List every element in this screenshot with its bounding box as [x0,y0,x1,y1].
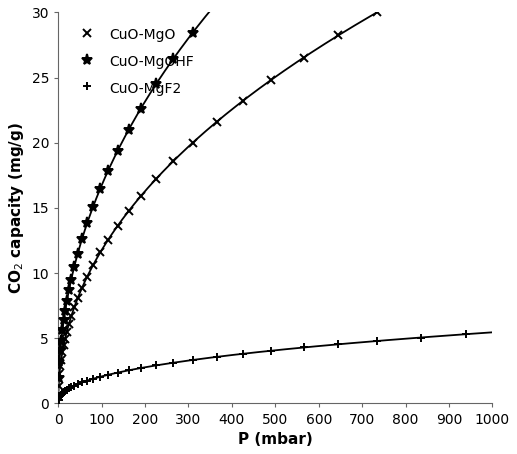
CuO-MgO [214,119,220,124]
CuO-MgO [138,193,144,199]
CuO-MgOHF [170,56,176,62]
CuO-MgO [374,10,381,15]
CuO-MgO [126,208,132,214]
CuO-MgF2 [62,388,68,394]
CuO-MgF2 [190,357,196,363]
CuO-MgO [300,55,307,60]
CuO-MgOHF [153,82,159,87]
CuO-MgOHF [56,359,63,364]
CuO-MgO [268,77,274,83]
CuO-MgF2 [153,363,159,368]
CuO-MgO [66,321,72,326]
CuO-MgO [90,263,96,268]
CuO-MgF2 [64,387,70,392]
CuO-MgF2 [68,385,74,390]
CuO-MgO [170,158,176,164]
CuO-MgOHF [97,186,103,191]
CuO-MgF2 [90,376,96,381]
CuO-MgOHF [126,127,132,133]
CuO-MgF2 [97,374,103,380]
CuO-MgF2 [138,365,144,371]
CuO-MgOHF [115,148,121,153]
CuO-MgO [68,314,74,319]
CuO-MgOHF [74,251,81,257]
Line: CuO-MgF2: CuO-MgF2 [54,330,470,404]
CuO-MgO [55,383,62,389]
CuO-MgO [335,33,341,38]
CuO-MgOHF [64,298,70,304]
Legend: CuO-MgO, CuO-MgOHF, CuO-MgF2: CuO-MgO, CuO-MgOHF, CuO-MgF2 [65,20,201,104]
CuO-MgOHF [190,30,196,35]
CuO-MgF2 [56,395,63,400]
CuO-MgO [57,363,64,369]
CuO-MgF2 [105,372,111,378]
CuO-MgF2 [115,370,121,375]
CuO-MgF2 [418,335,424,340]
CuO-MgOHF [84,220,90,226]
CuO-MgF2 [74,381,81,387]
CuO-MgOHF [66,287,72,292]
CuO-MgF2 [71,383,78,388]
CuO-MgF2 [66,385,72,391]
CuO-MgF2 [170,360,176,365]
CuO-MgO [71,305,78,310]
CuO-MgO [84,274,90,279]
CuO-MgO [115,223,121,228]
CuO-MgOHF [60,317,67,323]
CuO-MgOHF [68,277,74,282]
Line: CuO-MgO: CuO-MgO [54,0,470,390]
CuO-MgF2 [79,380,85,385]
CuO-MgF2 [240,351,246,356]
CuO-MgOHF [62,309,68,314]
CuO-MgO [79,285,85,291]
CuO-MgF2 [60,389,67,395]
CuO-MgOHF [57,347,64,353]
CuO-MgF2 [268,348,274,354]
CuO-MgF2 [126,368,132,373]
CuO-MgO [74,296,81,301]
CuO-MgF2 [374,338,381,344]
CuO-MgO [64,329,70,334]
CuO-MgOHF [71,264,78,270]
CuO-MgF2 [335,341,341,347]
CuO-MgO [153,177,159,182]
CuO-MgF2 [214,354,220,360]
CuO-MgOHF [214,0,220,5]
X-axis label: P (mbar): P (mbar) [238,432,313,447]
CuO-MgO [105,237,111,242]
CuO-MgOHF [138,106,144,112]
CuO-MgF2 [55,397,62,402]
Y-axis label: CO$_2$ capacity (mg/g): CO$_2$ capacity (mg/g) [7,122,26,294]
CuO-MgOHF [58,338,64,344]
CuO-MgO [240,98,246,104]
CuO-MgO [97,250,103,255]
CuO-MgOHF [105,168,111,173]
CuO-MgOHF [55,376,62,381]
CuO-MgOHF [79,236,85,242]
Line: CuO-MgOHF: CuO-MgOHF [53,0,472,384]
CuO-MgO [62,336,68,341]
CuO-MgF2 [58,392,64,397]
CuO-MgF2 [57,393,64,399]
CuO-MgF2 [59,390,66,396]
CuO-MgF2 [300,345,307,350]
CuO-MgOHF [90,204,96,210]
CuO-MgO [60,342,67,347]
CuO-MgO [59,349,66,354]
CuO-MgO [56,371,63,377]
CuO-MgF2 [84,378,90,383]
CuO-MgOHF [59,327,66,332]
CuO-MgF2 [463,331,469,337]
CuO-MgO [190,140,196,145]
CuO-MgO [58,357,64,362]
